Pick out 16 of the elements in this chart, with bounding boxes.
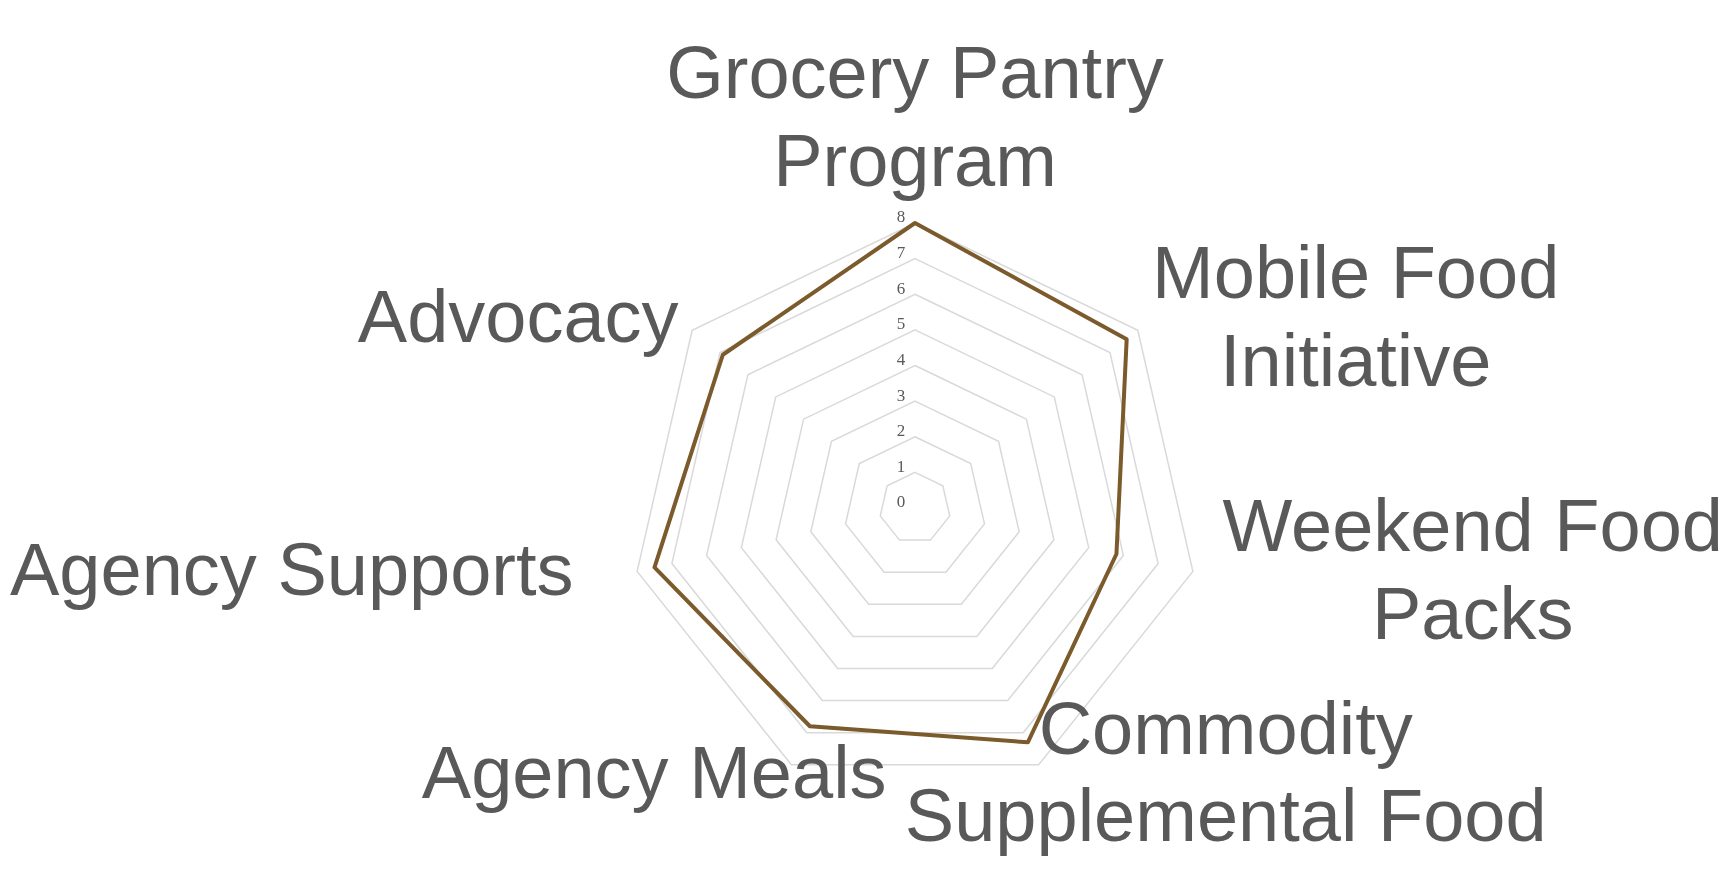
spoke-label: Weekend Food Packs: [1222, 484, 1723, 655]
y-tick-label: 8: [896, 207, 906, 227]
spoke-label: Commodity Supplemental Food: [904, 687, 1547, 858]
y-tick-label: 7: [896, 243, 906, 263]
y-tick-label: 0: [896, 492, 906, 512]
y-tick-label: 3: [896, 385, 906, 405]
y-tick-label: 5: [896, 314, 906, 334]
y-tick-label: 2: [896, 421, 906, 441]
spoke-label: Agency Meals: [421, 730, 887, 814]
y-tick-label: 1: [896, 456, 906, 476]
spoke-label: Agency Supports: [9, 527, 574, 611]
spoke-label: Mobile Food Initiative: [1152, 231, 1560, 402]
spoke-label: Advocacy: [357, 274, 679, 358]
y-tick-label: 6: [896, 278, 906, 298]
spoke-label: Grocery Pantry Program: [666, 31, 1164, 202]
y-tick-label: 4: [896, 349, 906, 369]
